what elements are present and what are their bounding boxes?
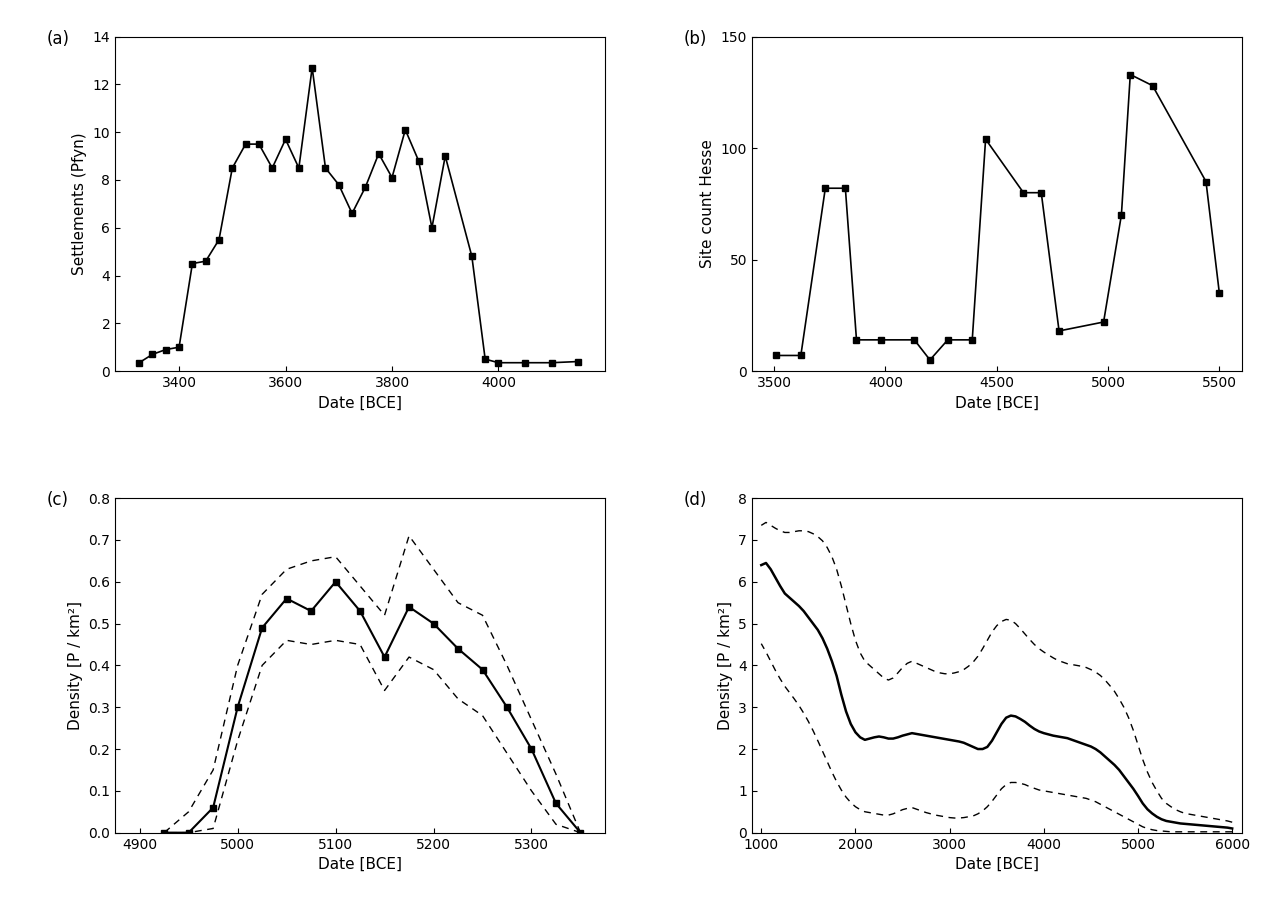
Text: (b): (b)	[684, 30, 707, 48]
Text: (a): (a)	[46, 30, 69, 48]
X-axis label: Date [BCE]: Date [BCE]	[317, 857, 402, 872]
X-axis label: Date [BCE]: Date [BCE]	[955, 395, 1039, 411]
X-axis label: Date [BCE]: Date [BCE]	[955, 857, 1039, 872]
X-axis label: Date [BCE]: Date [BCE]	[317, 395, 402, 411]
Y-axis label: Density [P / km²]: Density [P / km²]	[718, 601, 732, 730]
Text: (c): (c)	[46, 491, 69, 510]
Y-axis label: Density [P / km²]: Density [P / km²]	[68, 601, 83, 730]
Y-axis label: Site count Hesse: Site count Hesse	[700, 139, 716, 268]
Text: (d): (d)	[684, 491, 707, 510]
Y-axis label: Settlements (Pfyn): Settlements (Pfyn)	[72, 133, 87, 275]
